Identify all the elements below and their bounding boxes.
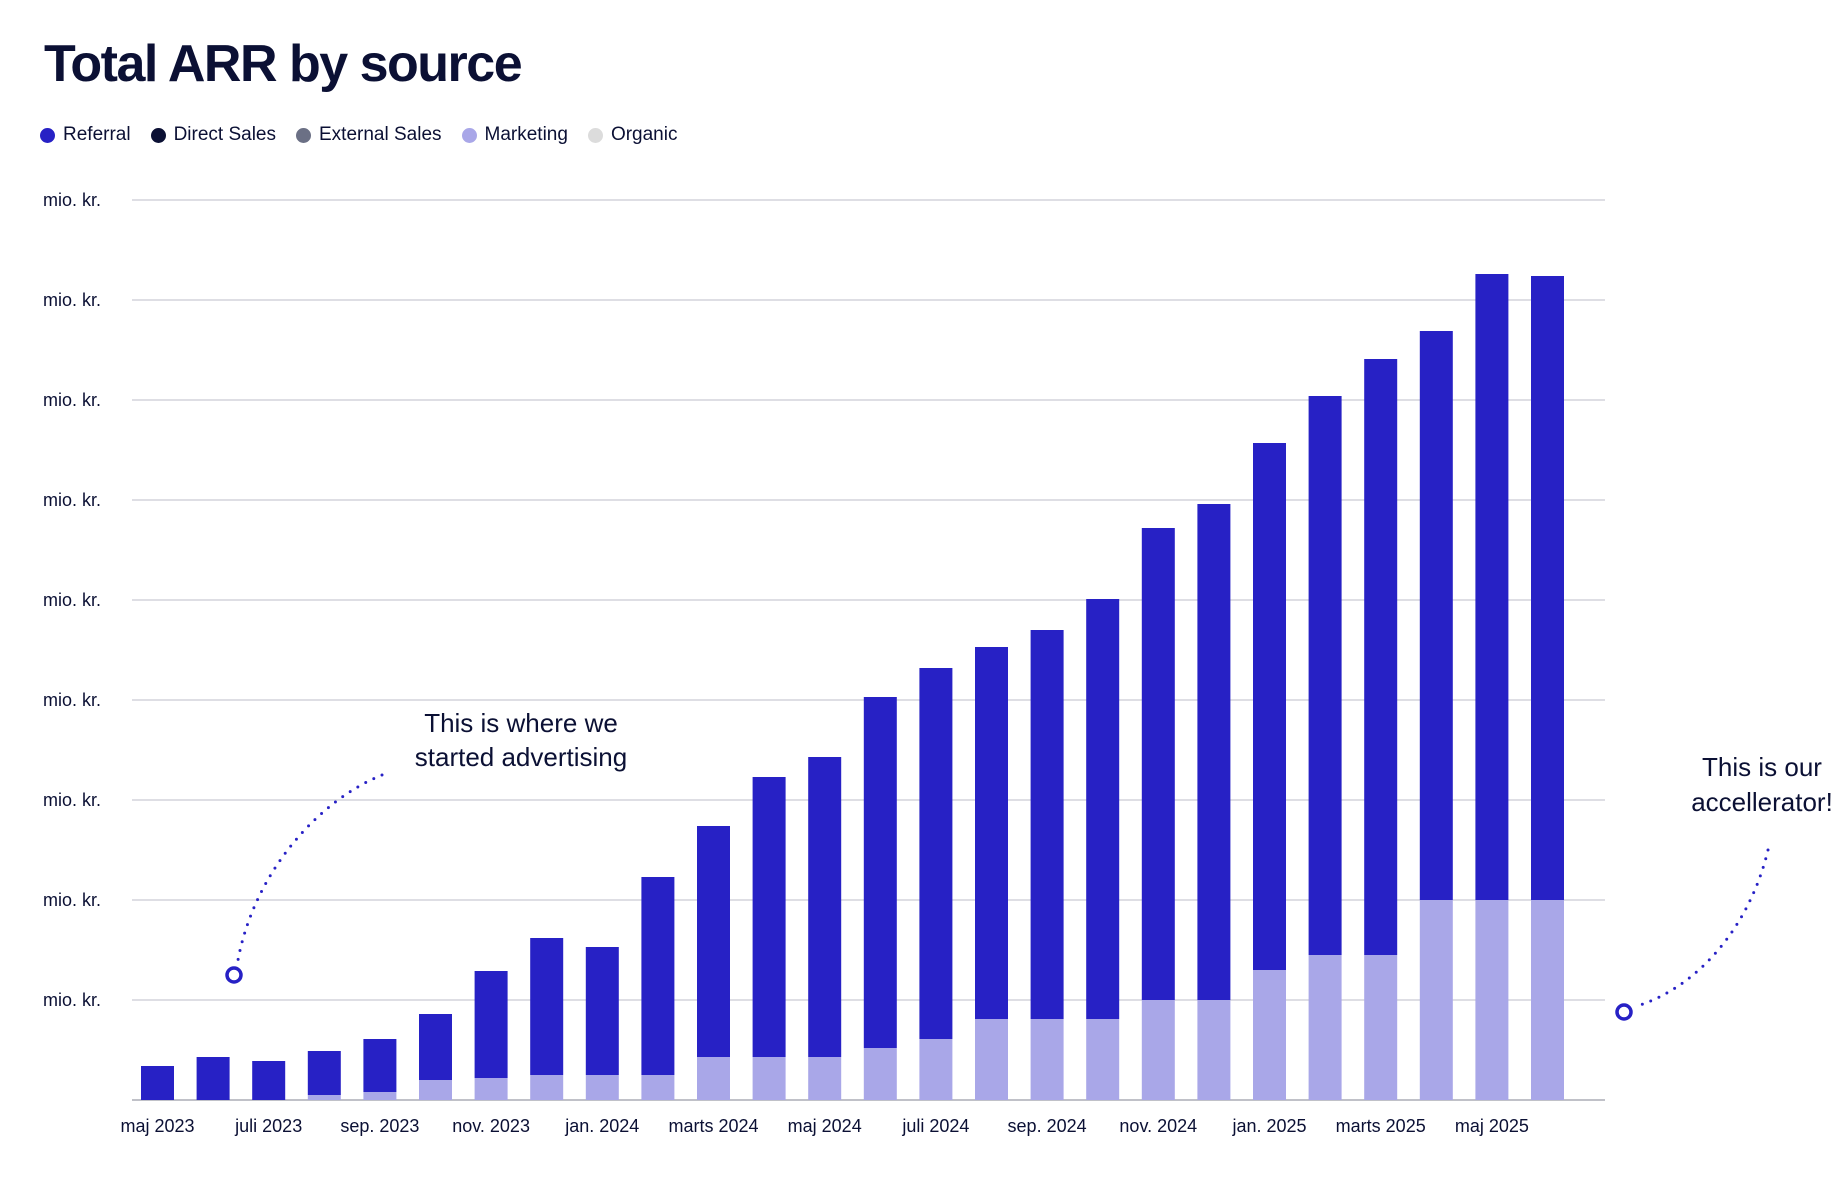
legend-swatch-marketing [461, 127, 477, 143]
bar-marketing [363, 1092, 397, 1100]
chart-title: Total ARR by source [44, 35, 523, 93]
x-tick-label: nov. 2024 [1119, 1116, 1197, 1136]
annotation-text: started advertising [415, 742, 627, 772]
bar-marketing [752, 1057, 786, 1100]
bar-marketing [1475, 900, 1509, 1100]
legend-label-direct-sales: Direct Sales [173, 124, 276, 145]
bar-marketing [808, 1057, 842, 1100]
annotation-text: This is our [1702, 752, 1822, 782]
bar-referral [307, 1051, 341, 1095]
bar-marketing [530, 1075, 564, 1100]
x-tick-label: juli 2024 [901, 1116, 969, 1136]
bar-referral [1475, 274, 1509, 900]
y-tick-label: mio. kr. [43, 590, 101, 610]
legend-item-external-sales[interactable]: External Sales [296, 124, 442, 146]
legend-label-referral: Referral [63, 124, 131, 145]
annotation-text: accellerator! [1691, 787, 1833, 817]
bar-marketing [641, 1075, 675, 1100]
legend-label-marketing: Marketing [484, 124, 568, 145]
bar-referral [919, 668, 953, 1039]
x-tick-label: maj 2025 [1455, 1116, 1529, 1136]
bar-marketing [1086, 1019, 1120, 1100]
legend-label-organic: Organic [610, 124, 678, 145]
bar-referral [641, 877, 675, 1075]
x-tick-label: juli 2023 [234, 1116, 302, 1136]
bar-marketing [474, 1078, 508, 1100]
y-tick-label: mio. kr. [43, 190, 101, 210]
x-tick-label: jan. 2024 [564, 1116, 639, 1136]
bar-referral [1531, 276, 1564, 900]
bar-referral [1308, 396, 1342, 955]
legend-item-organic[interactable]: Organic [587, 124, 678, 146]
bar-marketing [1531, 900, 1564, 1100]
bar-marketing [419, 1080, 452, 1100]
bar-referral [1364, 359, 1398, 955]
bar-referral [975, 647, 1008, 1019]
bar-referral [419, 1014, 452, 1080]
bar-marketing [697, 1057, 730, 1100]
bar-referral [752, 777, 786, 1057]
x-tick-label: marts 2025 [1336, 1116, 1426, 1136]
legend-swatch-referral [40, 127, 55, 143]
bar-marketing [863, 1048, 897, 1100]
legend-swatch-direct-sales [150, 127, 166, 143]
y-tick-label: mio. kr. [43, 390, 101, 410]
bar-marketing [1253, 970, 1286, 1100]
y-tick-label: mio. kr. [43, 290, 101, 310]
bar-referral [697, 826, 730, 1057]
bar-marketing [1419, 900, 1453, 1100]
bar-referral [1141, 528, 1175, 1000]
x-tick-label: sep. 2023 [340, 1116, 419, 1136]
bar-marketing [1197, 1000, 1231, 1100]
bar-referral [585, 947, 619, 1075]
legend-item-marketing[interactable]: Marketing [461, 124, 568, 146]
y-tick-label: mio. kr. [43, 990, 101, 1010]
x-tick-label: maj 2024 [788, 1116, 862, 1136]
annotation-dotted-arrow [1638, 848, 1770, 1007]
annotation-dotted-arrow [236, 773, 384, 962]
annotation-text: This is where we [424, 708, 618, 738]
bar-marketing [585, 1075, 619, 1100]
bar-referral [863, 697, 897, 1048]
x-tick-label: sep. 2024 [1008, 1116, 1087, 1136]
bar-referral [1086, 599, 1120, 1019]
bar-referral [363, 1039, 397, 1092]
bar-referral [1419, 331, 1453, 900]
y-tick-label: mio. kr. [43, 690, 101, 710]
legend-item-direct-sales[interactable]: Direct Sales [150, 124, 276, 146]
annotation-marker [225, 966, 243, 984]
bar-marketing [1308, 955, 1342, 1100]
legend: Referral Direct Sales External Sales Mar… [40, 124, 677, 146]
bar-referral [196, 1057, 230, 1100]
bar-referral [530, 938, 564, 1075]
y-tick-label: mio. kr. [43, 790, 101, 810]
x-tick-label: maj 2023 [120, 1116, 194, 1136]
x-tick-label: nov. 2023 [452, 1116, 530, 1136]
bar-marketing [1141, 1000, 1175, 1100]
bar-marketing [307, 1095, 341, 1100]
x-tick-label: marts 2024 [668, 1116, 758, 1136]
legend-swatch-organic [587, 127, 603, 143]
bar-marketing [1364, 955, 1398, 1100]
bar-referral [1197, 504, 1231, 1000]
bar-marketing [919, 1039, 953, 1100]
bar-referral [252, 1061, 286, 1100]
legend-label-external-sales: External Sales [319, 124, 442, 145]
bar-referral [808, 757, 842, 1057]
y-tick-label: mio. kr. [43, 490, 101, 510]
y-tick-label: mio. kr. [43, 890, 101, 910]
bar-referral [1030, 630, 1064, 1019]
legend-swatch-external-sales [296, 127, 311, 143]
annotation-marker [1615, 1003, 1633, 1021]
legend-item-referral[interactable]: Referral [40, 124, 131, 146]
bar-marketing [975, 1019, 1008, 1100]
x-tick-label: jan. 2025 [1231, 1116, 1306, 1136]
bar-referral [1253, 443, 1286, 970]
bar-referral [474, 971, 508, 1078]
bar-referral [141, 1066, 174, 1100]
bar-marketing [1030, 1019, 1064, 1100]
